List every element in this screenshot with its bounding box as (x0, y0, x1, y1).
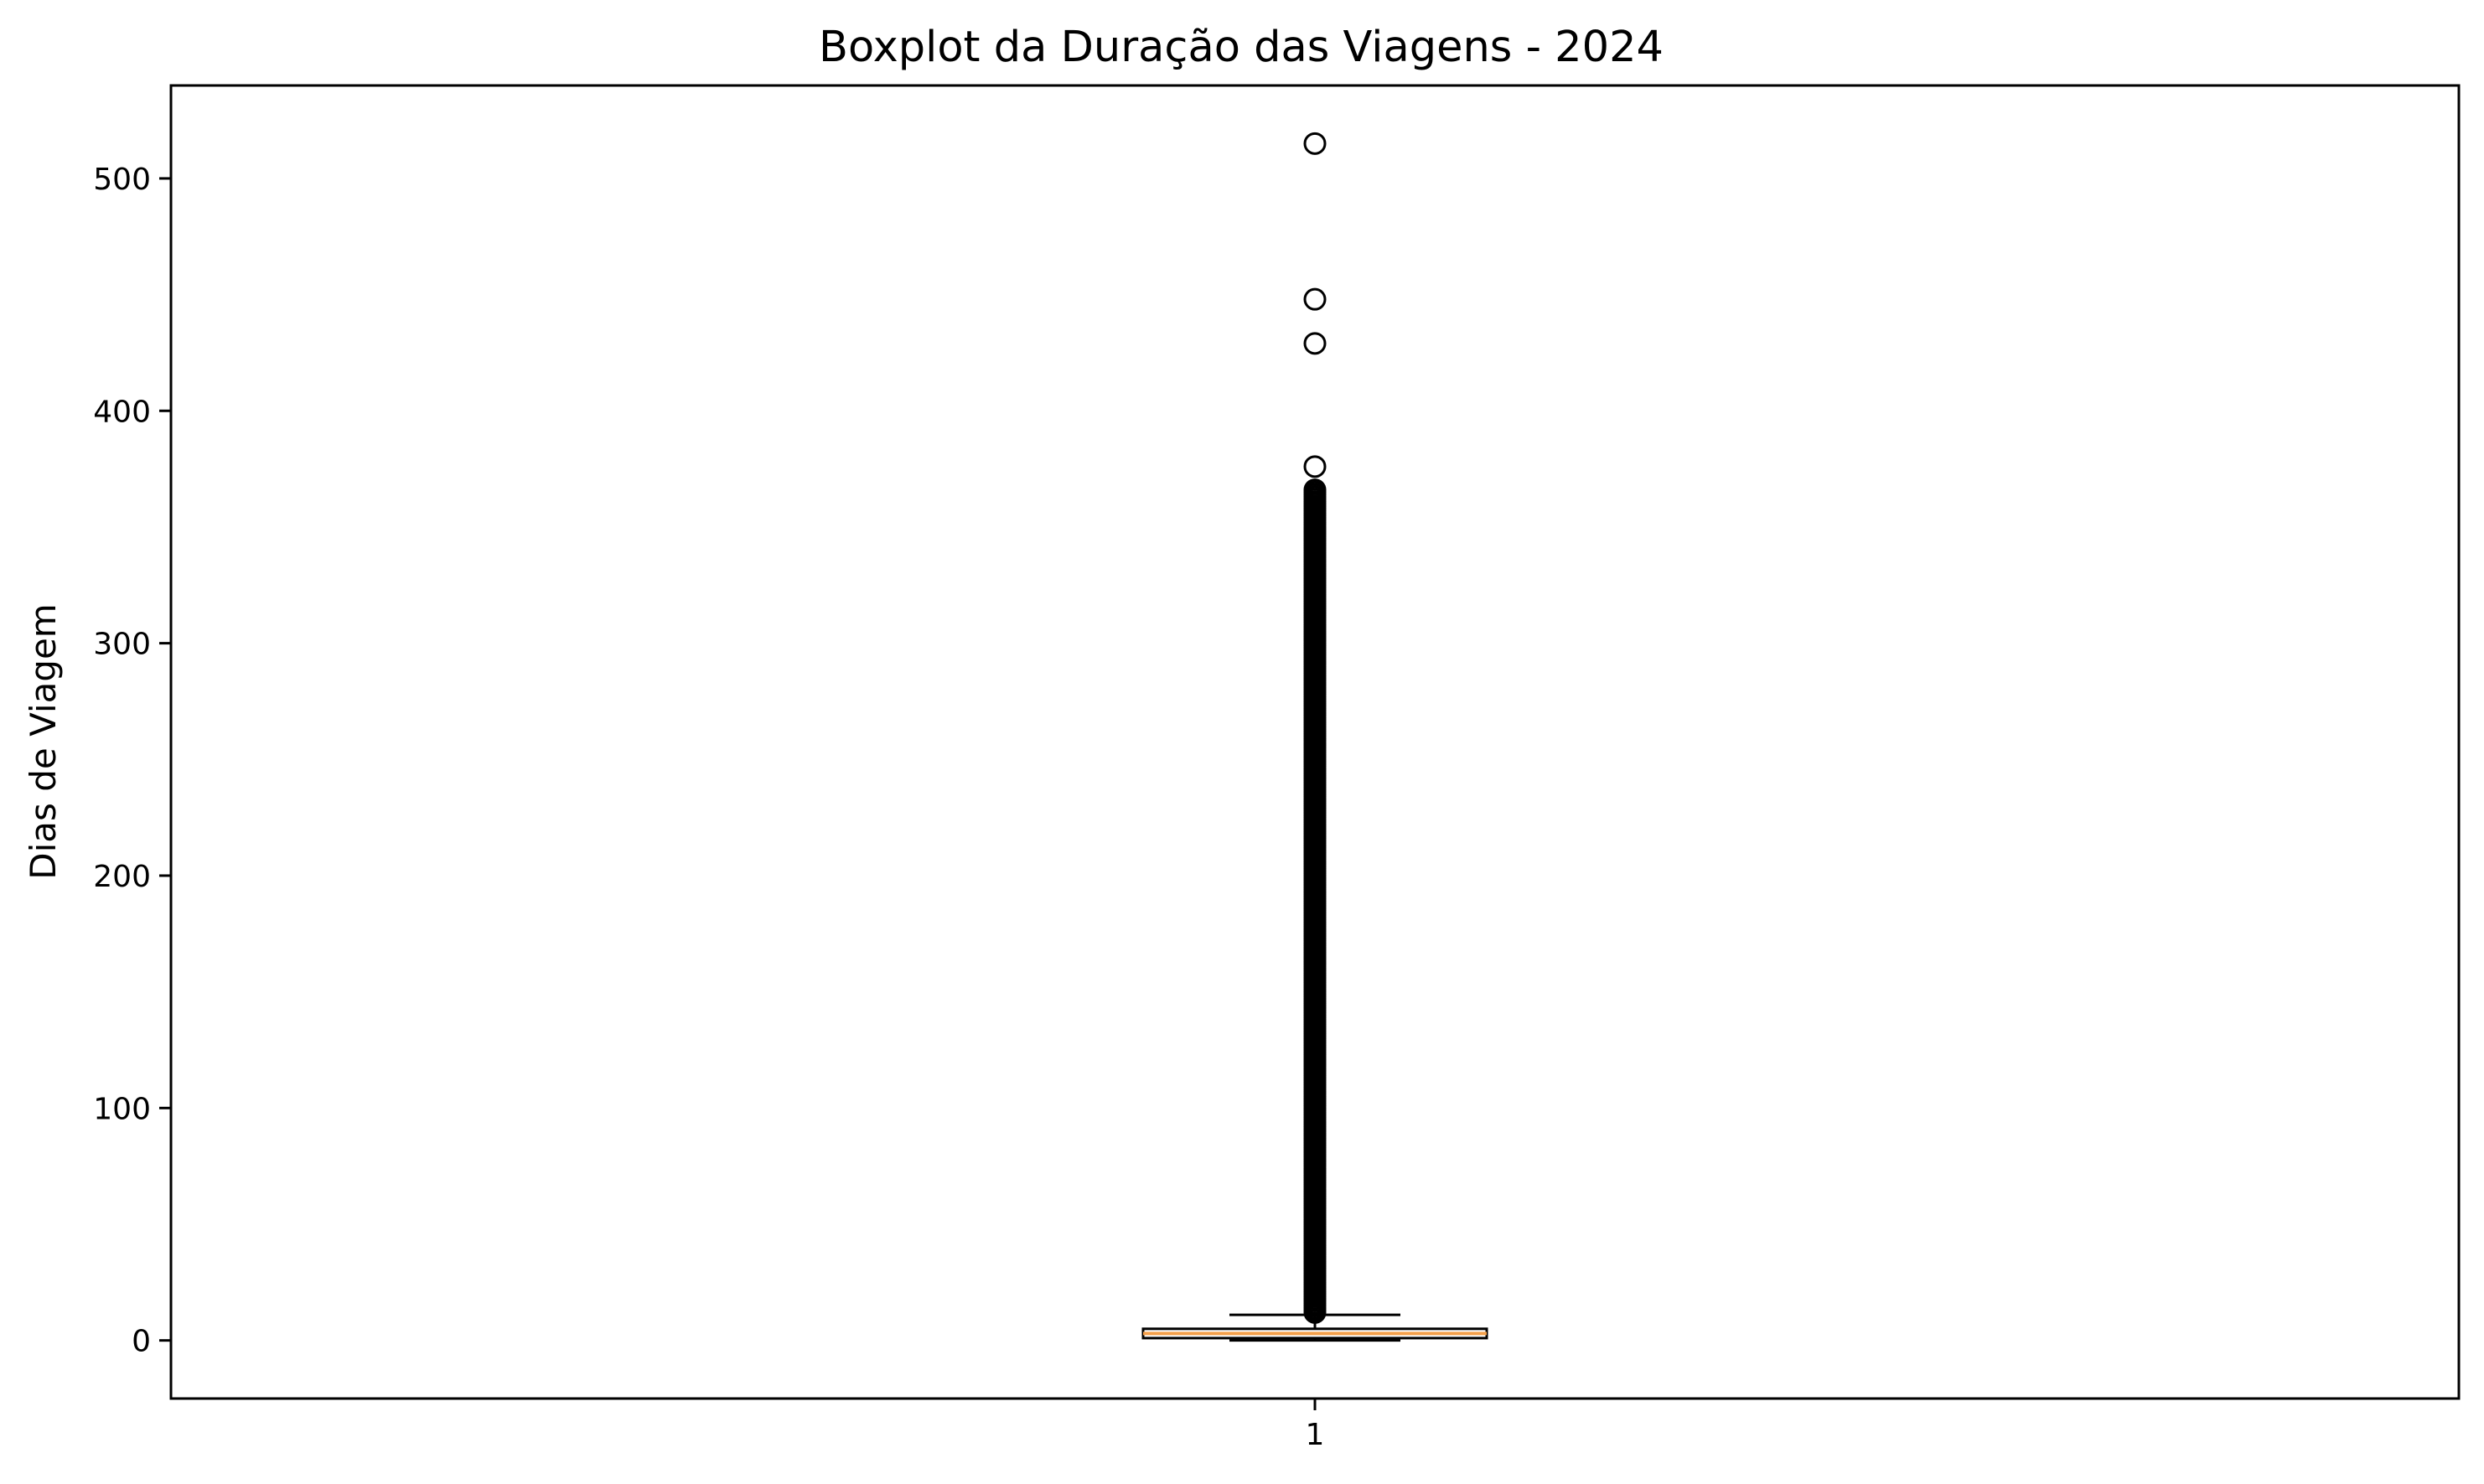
y-tick-label: 300 (93, 628, 151, 662)
y-tick-label: 400 (93, 395, 151, 429)
y-tick-label: 200 (93, 860, 151, 894)
outlier-point (1303, 132, 1327, 155)
y-tick-label: 500 (93, 163, 151, 197)
chart-title: Boxplot da Duração das Viagens - 2024 (819, 23, 1664, 72)
outlier-point (1303, 287, 1327, 311)
plot-frame (169, 84, 2461, 1400)
outlier-point (1303, 478, 1327, 502)
y-tick-label: 0 (132, 1325, 151, 1359)
outlier-point (1303, 455, 1327, 478)
y-axis-label: Dias de Viagem (23, 603, 64, 879)
outlier-band (1303, 478, 1327, 1324)
outlier-point (1303, 332, 1327, 355)
y-tick-label: 100 (93, 1092, 151, 1126)
x-tick-label: 1 (1306, 1418, 1325, 1452)
